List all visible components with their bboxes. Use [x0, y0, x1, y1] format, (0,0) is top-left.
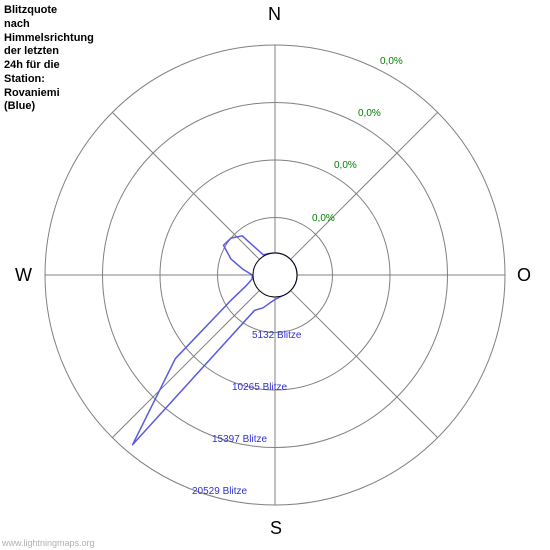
attribution: www.lightningmaps.org: [2, 538, 95, 548]
cardinal-N: N: [268, 4, 281, 25]
ring-label-count: 15397 Blitze: [212, 434, 267, 445]
ring-label-percent: 0,0%: [358, 108, 381, 119]
ring-label-percent: 0,0%: [334, 160, 357, 171]
chart-title: Blitzquote nach Himmelsrichtung der letz…: [4, 4, 94, 114]
cardinal-O: O: [517, 265, 531, 286]
ring-label-percent: 0,0%: [312, 213, 335, 224]
chart-container: { "type": "polar-rose", "dimensions": { …: [0, 0, 550, 550]
cardinal-S: S: [270, 518, 282, 539]
ring-label-count: 20529 Blitze: [192, 486, 247, 497]
ring-label-count: 5132 Blitze: [252, 330, 301, 341]
cardinal-W: W: [15, 265, 32, 286]
ring-label-percent: 0,0%: [380, 56, 403, 67]
ring-label-count: 10265 Blitze: [232, 382, 287, 393]
